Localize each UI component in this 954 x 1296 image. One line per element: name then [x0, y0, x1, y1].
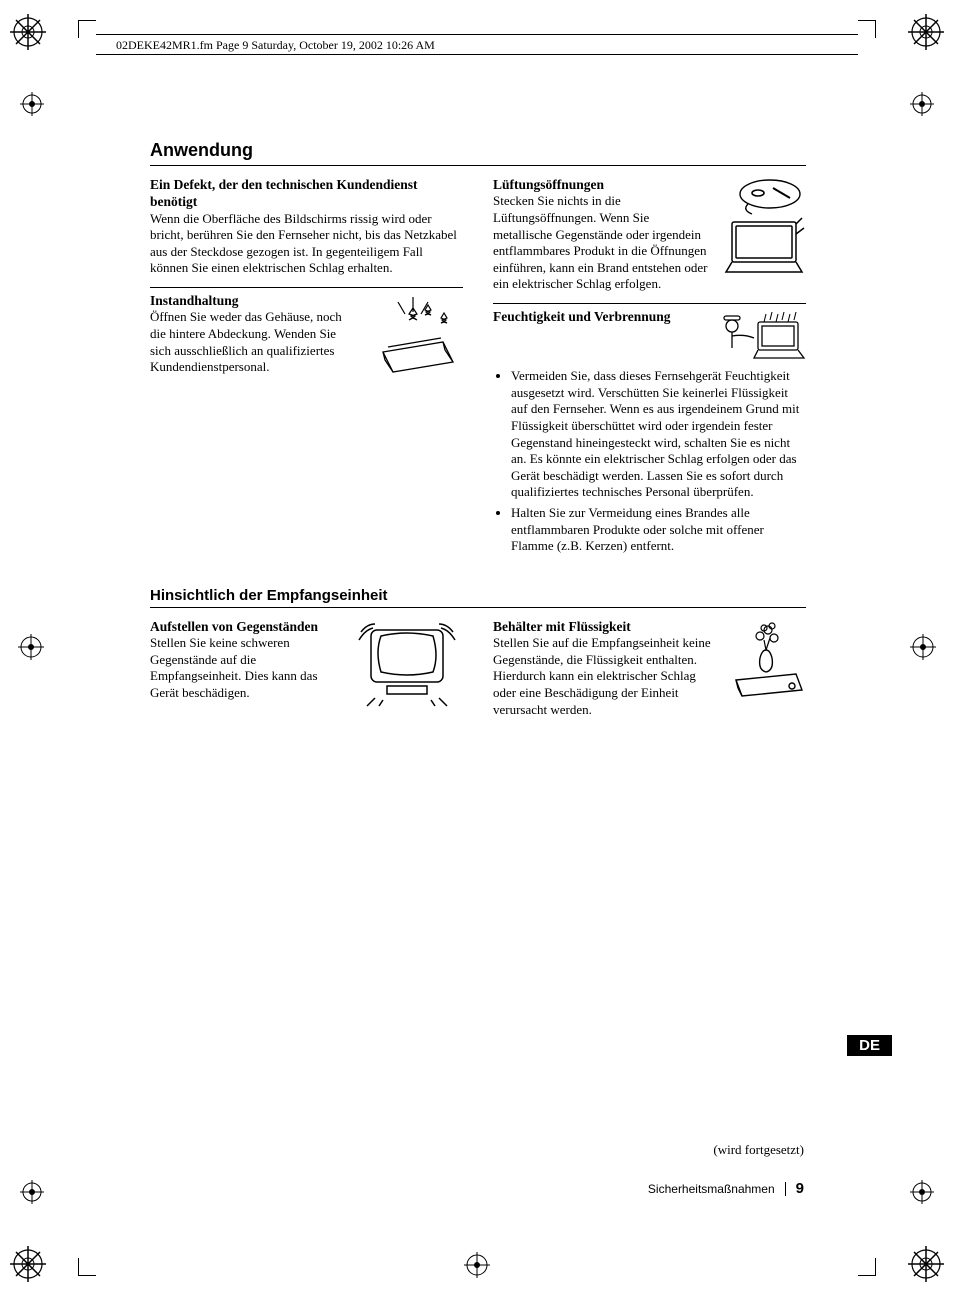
block-body: Wenn die Oberfläche des Bildschirms riss… [150, 211, 463, 278]
crop-mark-icon [858, 1258, 876, 1276]
left-column-2: Aufstellen von Gegenständen Stellen Sie … [150, 614, 463, 728]
page-number: 9 [796, 1180, 804, 1197]
block-body: Stellen Sie keine schweren Gegenstände a… [150, 635, 345, 702]
illustration-crt-wobble-icon [353, 618, 463, 708]
crosshair-icon [18, 634, 44, 660]
illustration-rain-person-icon [714, 308, 806, 368]
crosshair-icon [910, 634, 936, 660]
block-title: Behälter mit Flüssigkeit [493, 618, 718, 635]
block-moisture: Feuchtigkeit und Verbrennung [493, 304, 806, 569]
illustration-sparks-icon [363, 292, 463, 382]
crop-mark-icon [78, 1258, 96, 1276]
footer-divider-icon [785, 1182, 786, 1196]
illustration-vase-on-device-icon [726, 618, 806, 708]
illustration-tv-insert-icon [718, 176, 806, 276]
crosshair-icon [20, 92, 44, 116]
crosshair-icon [910, 1180, 934, 1204]
block-body: Stellen Sie auf die Empfangseinheit kein… [493, 635, 718, 718]
block-objects: Aufstellen von Gegenständen Stellen Sie … [150, 614, 463, 718]
block-maintenance: Instandhaltung Öffnen Sie weder das Gehä… [150, 288, 463, 538]
registration-mark-icon [904, 10, 948, 54]
block-body: Öffnen Sie weder das Gehäuse, noch die h… [150, 309, 355, 376]
block-title: Aufstellen von Gegenständen [150, 618, 345, 635]
section-heading-receiver: Hinsichtlich der Empfangseinheit [150, 587, 806, 608]
page-content: Anwendung Ein Defekt, der den technische… [150, 140, 806, 728]
crosshair-icon [464, 1252, 490, 1278]
block-title: Instandhaltung [150, 292, 355, 309]
registration-mark-icon [6, 1242, 50, 1286]
block-title: Lüftungsöffnungen [493, 176, 710, 193]
block-bullets: Vermeiden Sie, dass dieses Fernsehgerät … [493, 368, 806, 555]
crop-mark-icon [78, 20, 96, 38]
page-footer: Sicherheitsmaßnahmen 9 [648, 1180, 804, 1197]
left-column: Ein Defekt, der den technischen Kundendi… [150, 172, 463, 569]
language-tab: DE [847, 1035, 892, 1056]
block-defect: Ein Defekt, der den technischen Kundendi… [150, 172, 463, 288]
footer-section-label: Sicherheitsmaßnahmen [648, 1182, 775, 1196]
block-liquid-container: Behälter mit Flüssigkeit Stellen Sie auf… [493, 614, 806, 728]
crosshair-icon [910, 92, 934, 116]
header-rule [96, 34, 858, 35]
block-title: Ein Defekt, der den technischen Kundendi… [150, 176, 463, 211]
crop-mark-icon [858, 20, 876, 38]
block-title: Feuchtigkeit und Verbrennung [493, 308, 706, 325]
right-column: Lüftungsöffnungen Stecken Sie nichts in … [493, 172, 806, 569]
list-item: Vermeiden Sie, dass dieses Fernsehgerät … [511, 368, 806, 501]
header-rule [96, 54, 858, 55]
continuation-note: (wird fortgesetzt) [713, 1142, 804, 1158]
crosshair-icon [20, 1180, 44, 1204]
registration-mark-icon [904, 1242, 948, 1286]
section-heading-anwendung: Anwendung [150, 140, 806, 166]
block-body: Stecken Sie nichts in die Lüftungsöffnun… [493, 193, 710, 293]
block-ventilation: Lüftungsöffnungen Stecken Sie nichts in … [493, 172, 806, 304]
registration-mark-icon [6, 10, 50, 54]
page-header-text: 02DEKE42MR1.fm Page 9 Saturday, October … [116, 38, 435, 53]
list-item: Halten Sie zur Vermeidung eines Brandes … [511, 505, 806, 555]
right-column-2: Behälter mit Flüssigkeit Stellen Sie auf… [493, 614, 806, 728]
